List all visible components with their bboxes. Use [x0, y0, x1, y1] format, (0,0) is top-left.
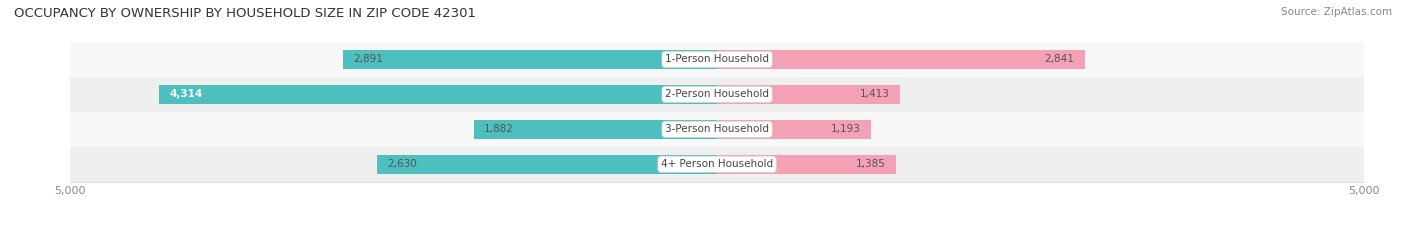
Text: Source: ZipAtlas.com: Source: ZipAtlas.com [1281, 7, 1392, 17]
Text: 2,630: 2,630 [387, 159, 418, 169]
Text: 1,193: 1,193 [831, 124, 860, 134]
Bar [70, 77, 1364, 112]
Bar [717, 50, 1084, 69]
Bar [717, 85, 900, 104]
Text: 3-Person Household: 3-Person Household [665, 124, 769, 134]
Text: 2,841: 2,841 [1045, 55, 1074, 64]
Bar [377, 155, 717, 174]
Bar [717, 120, 872, 139]
Bar [474, 120, 717, 139]
Text: OCCUPANCY BY OWNERSHIP BY HOUSEHOLD SIZE IN ZIP CODE 42301: OCCUPANCY BY OWNERSHIP BY HOUSEHOLD SIZE… [14, 7, 477, 20]
Bar [70, 42, 1364, 77]
Text: 4,314: 4,314 [169, 89, 202, 99]
Text: 2,891: 2,891 [353, 55, 384, 64]
Bar [159, 85, 717, 104]
Text: 1,882: 1,882 [484, 124, 513, 134]
Text: 1,385: 1,385 [856, 159, 886, 169]
Bar [70, 112, 1364, 147]
Text: 2-Person Household: 2-Person Household [665, 89, 769, 99]
Text: 1-Person Household: 1-Person Household [665, 55, 769, 64]
Bar [343, 50, 717, 69]
Text: 4+ Person Household: 4+ Person Household [661, 159, 773, 169]
Bar [717, 155, 896, 174]
Text: 1,413: 1,413 [859, 89, 890, 99]
Bar [70, 147, 1364, 182]
